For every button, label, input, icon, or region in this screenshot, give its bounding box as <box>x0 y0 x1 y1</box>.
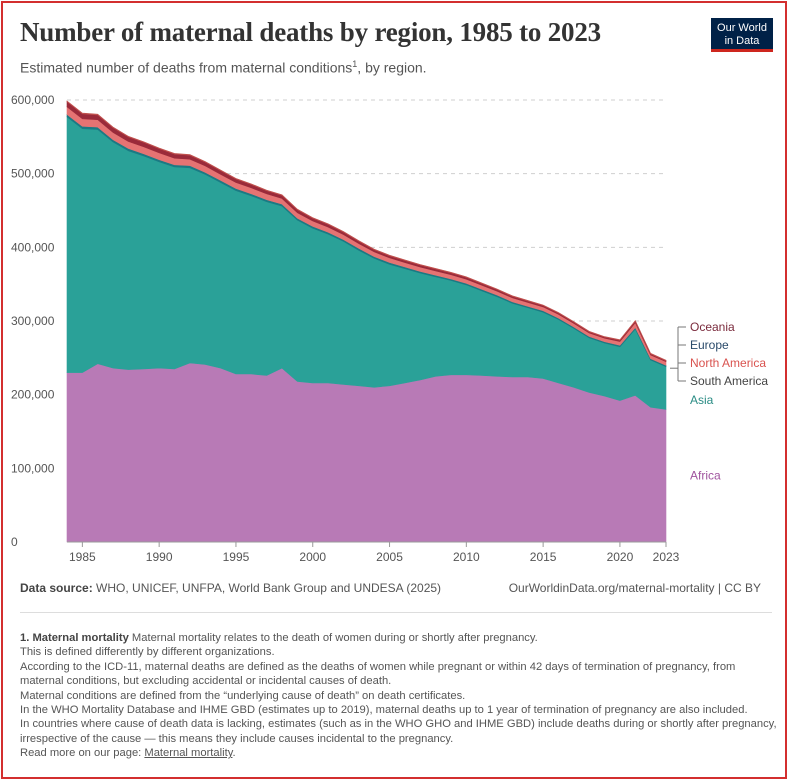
chart-subtitle: Estimated number of deaths from maternal… <box>20 59 427 76</box>
y-tick-label: 300,000 <box>11 314 55 328</box>
note-line-4: Maternal conditions are defined from the… <box>20 689 466 702</box>
footnotes: 1. Maternal mortality Maternal mortality… <box>20 631 780 761</box>
y-tick-label: 0 <box>11 535 18 549</box>
x-tick-label: 2020 <box>607 550 634 564</box>
x-tick-label: 2023 <box>653 550 680 564</box>
area-africa[interactable] <box>66 362 667 543</box>
read-more-period: . <box>232 747 236 760</box>
subtitle-text: Estimated number of deaths from maternal… <box>20 59 353 76</box>
legend-label-south-america[interactable]: South America <box>690 374 768 388</box>
legend-label-asia[interactable]: Asia <box>690 393 714 407</box>
legend-label-oceania[interactable]: Oceania <box>690 320 735 334</box>
note-line-6: In countries where cause of death data i… <box>20 718 777 745</box>
legend-label-africa[interactable]: Africa <box>690 469 721 483</box>
note-heading: 1. Maternal mortality <box>20 632 129 644</box>
read-more-text: Read more on our page: <box>20 747 142 760</box>
maternal-mortality-link[interactable]: Maternal mortality <box>144 747 233 760</box>
logo-line-1: Our World <box>717 22 767 34</box>
area-oceania[interactable] <box>66 100 667 362</box>
read-more: Read more on our page: Maternal mortalit… <box>20 746 780 760</box>
y-tick-label: 100,000 <box>11 461 55 475</box>
note-line-1: 1. Maternal mortality Maternal mortality… <box>20 631 780 645</box>
data-source: Data source: WHO, UNICEF, UNFPA, World B… <box>20 581 441 595</box>
note-text-1: Maternal mortality relates to the death … <box>131 632 538 644</box>
y-tick-label: 200,000 <box>11 388 55 402</box>
x-tick-label: 1995 <box>223 550 250 564</box>
x-tick-label: 1985 <box>69 550 96 564</box>
note-line-3: According to the ICD-11, maternal deaths… <box>20 660 736 688</box>
x-tick-label: 1990 <box>146 550 173 564</box>
source-url[interactable]: OurWorldinData.org/maternal-mortality | … <box>508 581 761 595</box>
subtitle-tail: , by region. <box>357 59 427 76</box>
logo-line-2: in Data <box>724 35 760 47</box>
data-source-text: WHO, UNICEF, UNFPA, World Bank Group and… <box>96 581 442 595</box>
x-tick-label: 2005 <box>376 550 403 564</box>
chart-title: Number of maternal deaths by region, 198… <box>20 17 601 47</box>
legend-label-europe[interactable]: Europe <box>690 338 729 352</box>
x-tick-label: 2015 <box>530 550 557 564</box>
y-tick-label: 400,000 <box>11 240 55 254</box>
note-line-5: In the WHO Mortality Database and IHME G… <box>20 704 748 717</box>
area-chart[interactable]: 0 100,000 200,000 300,000 400,000 500,000 600,… <box>3 83 785 573</box>
footnote-marker[interactable]: 1 <box>352 59 358 69</box>
legend-label-north-america[interactable]: North America <box>690 356 766 370</box>
note-line-2: This is defined differently by different… <box>20 646 275 659</box>
data-source-label: Data source: <box>20 581 93 595</box>
y-tick-label: 500,000 <box>11 167 55 181</box>
owid-logo[interactable]: Our World in Data <box>711 18 773 52</box>
x-tick-label: 2000 <box>299 550 326 564</box>
x-tick-label: 2010 <box>453 550 480 564</box>
y-tick-label: 600,000 <box>11 93 55 107</box>
footer-divider <box>20 612 772 613</box>
